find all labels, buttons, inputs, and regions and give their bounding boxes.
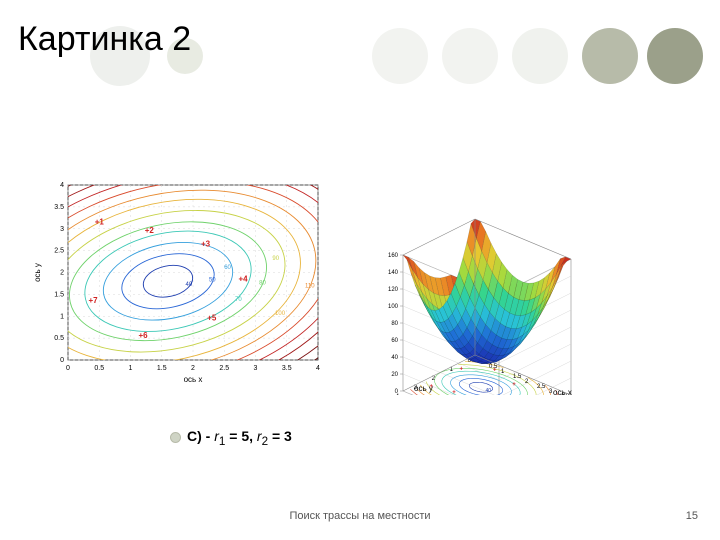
bullet-r1-val: = 5, [229, 428, 257, 444]
svg-text:2.5: 2.5 [54, 248, 64, 255]
svg-text:110: 110 [305, 284, 315, 290]
svg-text:2.5: 2.5 [219, 365, 229, 372]
svg-text:2: 2 [60, 270, 64, 277]
svg-text:+: + [459, 367, 463, 373]
svg-text:4: 4 [316, 365, 320, 372]
slide: Картинка 2 00.511.522.533.5400.511.522.5… [0, 0, 720, 540]
svg-text:60: 60 [391, 338, 398, 344]
svg-text:90: 90 [272, 256, 279, 262]
svg-text:ось у: ось у [33, 263, 42, 282]
svg-text:+3: +3 [201, 239, 211, 248]
svg-text:80: 80 [391, 321, 398, 327]
svg-text:3: 3 [254, 365, 258, 372]
svg-text:4: 4 [60, 182, 64, 189]
svg-text:+4: +4 [238, 274, 248, 283]
svg-text:1: 1 [60, 313, 64, 320]
svg-text:3.5: 3.5 [54, 204, 64, 211]
svg-text:1: 1 [501, 369, 505, 375]
deco-circle [442, 28, 498, 84]
bullet-r2-sub: 2 [262, 435, 268, 448]
svg-text:0.5: 0.5 [489, 364, 498, 370]
svg-text:+: + [512, 382, 516, 388]
svg-text:+7: +7 [88, 296, 98, 305]
contour-plot: 00.511.522.533.5400.511.522.533.54405060… [30, 175, 330, 385]
svg-text:100: 100 [275, 311, 286, 317]
svg-text:4: 4 [396, 394, 400, 395]
deco-circle [647, 28, 703, 84]
svg-text:60: 60 [224, 265, 231, 271]
deco-circle [372, 28, 428, 84]
svg-text:3.5: 3.5 [282, 365, 292, 372]
svg-text:40: 40 [391, 355, 398, 361]
surface-plot: 020406080100120140160ось z40608010011012… [380, 145, 700, 395]
svg-text:1: 1 [129, 365, 133, 372]
svg-text:0: 0 [60, 357, 64, 364]
svg-text:40: 40 [486, 388, 492, 394]
svg-text:2.5: 2.5 [537, 384, 546, 390]
svg-text:70: 70 [235, 297, 242, 303]
svg-text:1: 1 [450, 367, 454, 373]
svg-text:50: 50 [209, 278, 216, 284]
svg-text:+1: +1 [95, 217, 105, 226]
svg-text:1.5: 1.5 [157, 365, 167, 372]
svg-text:80: 80 [259, 281, 266, 287]
svg-text:+: + [452, 390, 456, 395]
svg-text:0.5: 0.5 [54, 335, 64, 342]
svg-text:160: 160 [388, 253, 399, 259]
svg-text:100: 100 [388, 304, 399, 310]
bullet-icon [170, 432, 181, 443]
page-number: 15 [686, 510, 698, 522]
bullet-r1-sub: 1 [219, 435, 225, 448]
deco-circle [512, 28, 568, 84]
svg-text:+6: +6 [138, 331, 148, 340]
svg-text:140: 140 [388, 270, 399, 276]
svg-text:ось y: ось y [414, 384, 433, 393]
bullet-r2-tail: = 3 [272, 428, 292, 444]
bullet-prefix: С) - [187, 428, 214, 444]
svg-text:3: 3 [60, 226, 64, 233]
svg-text:2: 2 [191, 365, 195, 372]
svg-text:1.5: 1.5 [54, 291, 64, 298]
svg-text:ось х: ось х [184, 375, 203, 384]
svg-text:2: 2 [432, 376, 436, 382]
svg-text:2: 2 [525, 379, 529, 385]
footer-text: Поиск трассы на местности [0, 510, 720, 522]
svg-text:120: 120 [388, 287, 399, 293]
bullet-line: С) - r1 = 5, r2 = 3 [170, 428, 292, 448]
svg-text:+2: +2 [145, 226, 155, 235]
deco-circle [582, 28, 638, 84]
slide-title: Картинка 2 [18, 20, 191, 59]
svg-text:1.5: 1.5 [513, 374, 522, 380]
svg-text:20: 20 [391, 372, 398, 378]
svg-text:40: 40 [185, 282, 192, 288]
svg-text:0.5: 0.5 [94, 365, 104, 372]
svg-text:0: 0 [66, 365, 70, 372]
svg-text:+5: +5 [207, 314, 217, 323]
